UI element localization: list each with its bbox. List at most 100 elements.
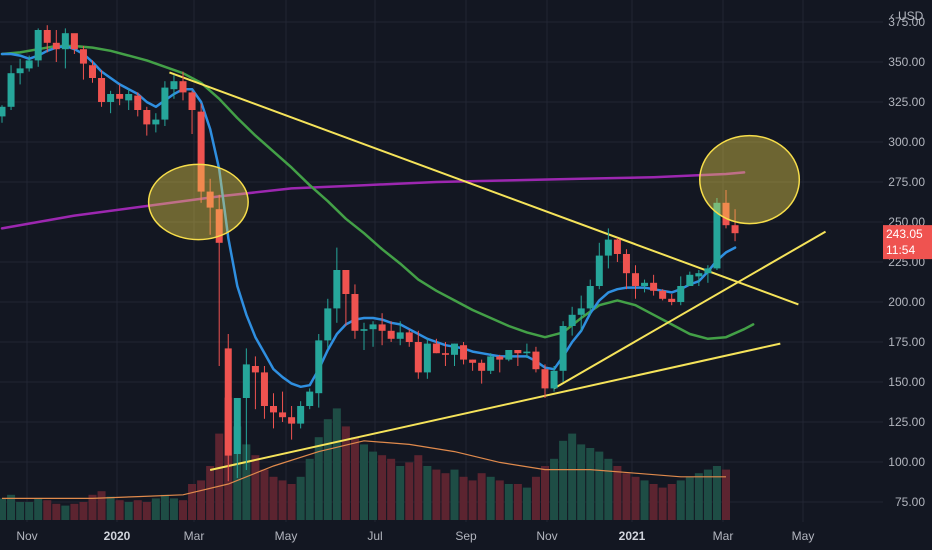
candle <box>242 348 250 470</box>
candle-body <box>342 270 350 294</box>
time-tick-label: Mar <box>184 529 205 543</box>
currency-label[interactable]: ‹ USD <box>890 9 924 23</box>
volume-bar <box>577 444 586 520</box>
candle <box>622 249 630 290</box>
candle <box>143 106 151 136</box>
volume-bar <box>287 484 296 520</box>
candle-body <box>550 370 558 389</box>
candle-body <box>586 286 594 309</box>
candle <box>134 92 142 117</box>
candle-body <box>595 255 603 286</box>
candle-body <box>722 202 730 226</box>
candle-body <box>61 33 69 50</box>
candle-body <box>632 273 639 286</box>
volume-bar <box>568 433 577 520</box>
volume-bar <box>341 426 350 520</box>
candlesticks <box>0 25 739 482</box>
candle <box>686 271 694 286</box>
candle-body <box>704 268 712 274</box>
candle <box>432 338 440 354</box>
volume-bar <box>260 469 269 520</box>
candle-body <box>360 329 368 331</box>
time-axis[interactable]: Nov 2020 Mar May Jul Sep Nov 2021 Mar May <box>16 529 814 543</box>
volume-bar <box>432 469 441 520</box>
volume-bar <box>703 469 712 520</box>
candle <box>170 74 178 99</box>
volume-bar <box>504 484 513 520</box>
candle <box>89 60 96 83</box>
candle <box>61 28 69 69</box>
candle <box>43 25 51 53</box>
currency-text: USD <box>898 9 924 23</box>
volume-bar <box>350 437 359 520</box>
candle-body <box>577 308 585 315</box>
trendlines[interactable] <box>169 71 827 471</box>
volume-bar <box>649 484 658 520</box>
volume-bar <box>676 480 685 520</box>
price-tick-label: 150.00 <box>888 375 925 389</box>
candle-body <box>568 314 576 326</box>
volume-bar <box>269 476 278 520</box>
settings-chevron-icon[interactable]: ‹ <box>890 9 894 23</box>
candle-body <box>378 324 386 331</box>
candle <box>695 270 703 286</box>
candle-body <box>233 398 241 454</box>
candle <box>423 338 431 379</box>
candle <box>722 190 730 229</box>
candle-body <box>369 324 377 330</box>
candle <box>641 279 649 293</box>
volume-bar <box>468 480 477 520</box>
candle <box>523 343 531 358</box>
candle <box>0 105 6 123</box>
candle <box>152 113 160 133</box>
candle-body <box>161 87 169 120</box>
candle-body <box>7 73 15 107</box>
candle <box>79 46 87 80</box>
volume-bar <box>423 466 432 520</box>
volume-bar <box>369 451 378 520</box>
last-price-badge-bg <box>883 225 932 260</box>
volume-bar <box>179 500 187 520</box>
candle <box>333 247 341 323</box>
volume-bar <box>631 476 640 520</box>
candle <box>387 321 395 342</box>
volume-bar <box>613 466 622 520</box>
candle <box>52 30 60 62</box>
candle-body <box>206 191 214 208</box>
candle-body <box>79 49 87 64</box>
volume-bar <box>206 466 215 520</box>
time-tick-label: Mar <box>713 529 734 543</box>
volume-bar <box>106 496 115 520</box>
candle <box>179 71 187 101</box>
volume-bar <box>197 480 206 520</box>
last-price-value: 243.05 <box>886 227 923 241</box>
last-price-countdown: 11:54 <box>886 243 915 257</box>
candle <box>659 289 667 301</box>
candle <box>34 28 42 67</box>
volume-bar <box>151 498 160 520</box>
candle-body <box>731 225 739 234</box>
candle-body <box>478 362 486 371</box>
candle <box>451 343 458 366</box>
candle <box>233 398 241 478</box>
last-price-badge: 243.05 11:54 <box>883 225 932 260</box>
candle-body <box>695 273 703 277</box>
candle <box>161 81 169 126</box>
volume-bar <box>305 458 314 520</box>
volume-bar <box>622 473 631 520</box>
candle <box>396 321 404 346</box>
volume-bar <box>685 476 694 520</box>
volume-bar <box>441 473 450 520</box>
candle-body <box>505 350 513 360</box>
candle-body <box>441 353 449 355</box>
candle <box>297 401 305 429</box>
ma-short-line <box>0 44 737 389</box>
highlight-circles[interactable] <box>147 134 801 241</box>
candle-body <box>604 239 612 256</box>
candle-body <box>116 94 124 99</box>
volume-bar <box>43 500 52 520</box>
candle-body <box>613 239 621 254</box>
candle <box>351 284 359 339</box>
time-tick-label: Nov <box>536 529 557 543</box>
